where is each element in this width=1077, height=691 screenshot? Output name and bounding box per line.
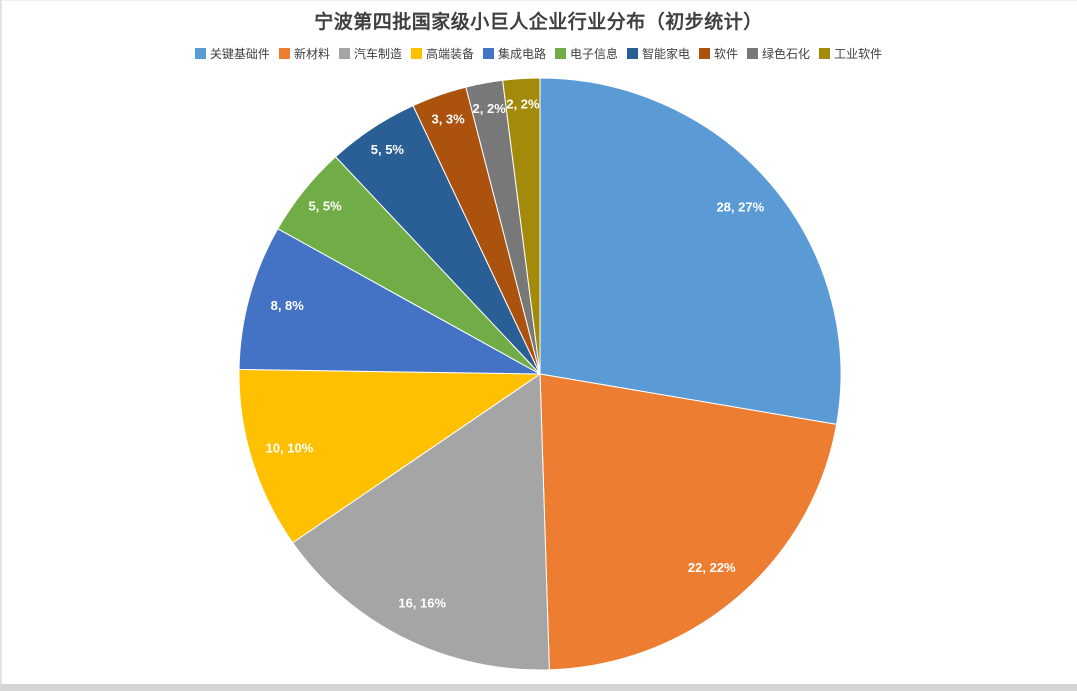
legend-swatch-icon bbox=[482, 48, 494, 59]
legend-item-8: 绿色石化 bbox=[747, 45, 810, 62]
legend-label: 绿色石化 bbox=[762, 47, 811, 61]
legend-swatch-icon bbox=[338, 48, 350, 59]
legend-label: 软件 bbox=[714, 47, 739, 61]
chart-legend: 关键基础件 新材料 汽车制造 高端装备 集成电路 电子信息 智能家电 软件 绿色石化 工业软件 bbox=[0, 45, 1077, 62]
legend-item-5: 电子信息 bbox=[555, 45, 618, 62]
legend-label: 汽车制造 bbox=[353, 47, 402, 61]
pie-slice-2 bbox=[291, 373, 550, 671]
legend-item-3: 高端装备 bbox=[410, 45, 474, 62]
legend-item-6: 智能家电 bbox=[627, 45, 690, 62]
pie-slice-3 bbox=[238, 368, 542, 544]
legend-item-0: 关键基础件 bbox=[194, 45, 270, 62]
legend-swatch-icon bbox=[410, 48, 422, 59]
pie-data-label-3: 10, 10% bbox=[266, 440, 314, 455]
pie-data-label-2: 16, 16% bbox=[398, 595, 446, 610]
pie-data-label-8: 2, 2% bbox=[473, 101, 507, 116]
pie-slice-0 bbox=[539, 77, 842, 425]
legend-swatch-icon bbox=[819, 48, 831, 59]
pie-data-label-9: 2, 2% bbox=[506, 97, 540, 112]
legend-item-7: 软件 bbox=[699, 45, 738, 62]
legend-label: 集成电路 bbox=[497, 47, 546, 61]
top-edge-line bbox=[0, 0, 1077, 1]
legend-swatch-icon bbox=[555, 48, 566, 59]
legend-label: 高端装备 bbox=[425, 47, 474, 61]
pie-data-label-1: 22, 22% bbox=[688, 560, 736, 575]
legend-label: 新材料 bbox=[293, 47, 330, 61]
pie-data-label-4: 8, 8% bbox=[271, 298, 305, 313]
pie-data-label-5: 5, 5% bbox=[308, 198, 342, 213]
legend-swatch-icon bbox=[699, 48, 711, 59]
legend-item-4: 集成电路 bbox=[482, 45, 546, 62]
bottom-divider bbox=[0, 684, 1077, 691]
left-edge-line bbox=[0, 0, 2, 691]
pie-data-label-0: 28, 27% bbox=[716, 200, 764, 215]
legend-swatch-icon bbox=[194, 48, 206, 59]
legend-swatch-icon bbox=[278, 48, 290, 59]
chart-title: 宁波第四批国家级小巨人企业行业分布（初步统计） bbox=[314, 12, 763, 33]
legend-swatch-icon bbox=[747, 48, 759, 59]
legend-label: 工业软件 bbox=[834, 47, 883, 61]
pie-slice-4 bbox=[238, 227, 541, 375]
pie-data-label-7: 3, 3% bbox=[431, 112, 465, 127]
pie-slice-1 bbox=[539, 373, 838, 671]
legend-item-1: 新材料 bbox=[278, 45, 330, 62]
legend-item-2: 汽车制造 bbox=[338, 45, 402, 62]
legend-label: 关键基础件 bbox=[209, 47, 270, 61]
pie-data-label-6: 5, 5% bbox=[371, 142, 405, 157]
legend-label: 智能家电 bbox=[642, 47, 691, 61]
legend-label: 电子信息 bbox=[570, 47, 619, 61]
pie-slice-9 bbox=[502, 77, 541, 375]
legend-swatch-icon bbox=[627, 48, 639, 59]
legend-item-9: 工业软件 bbox=[819, 45, 882, 62]
